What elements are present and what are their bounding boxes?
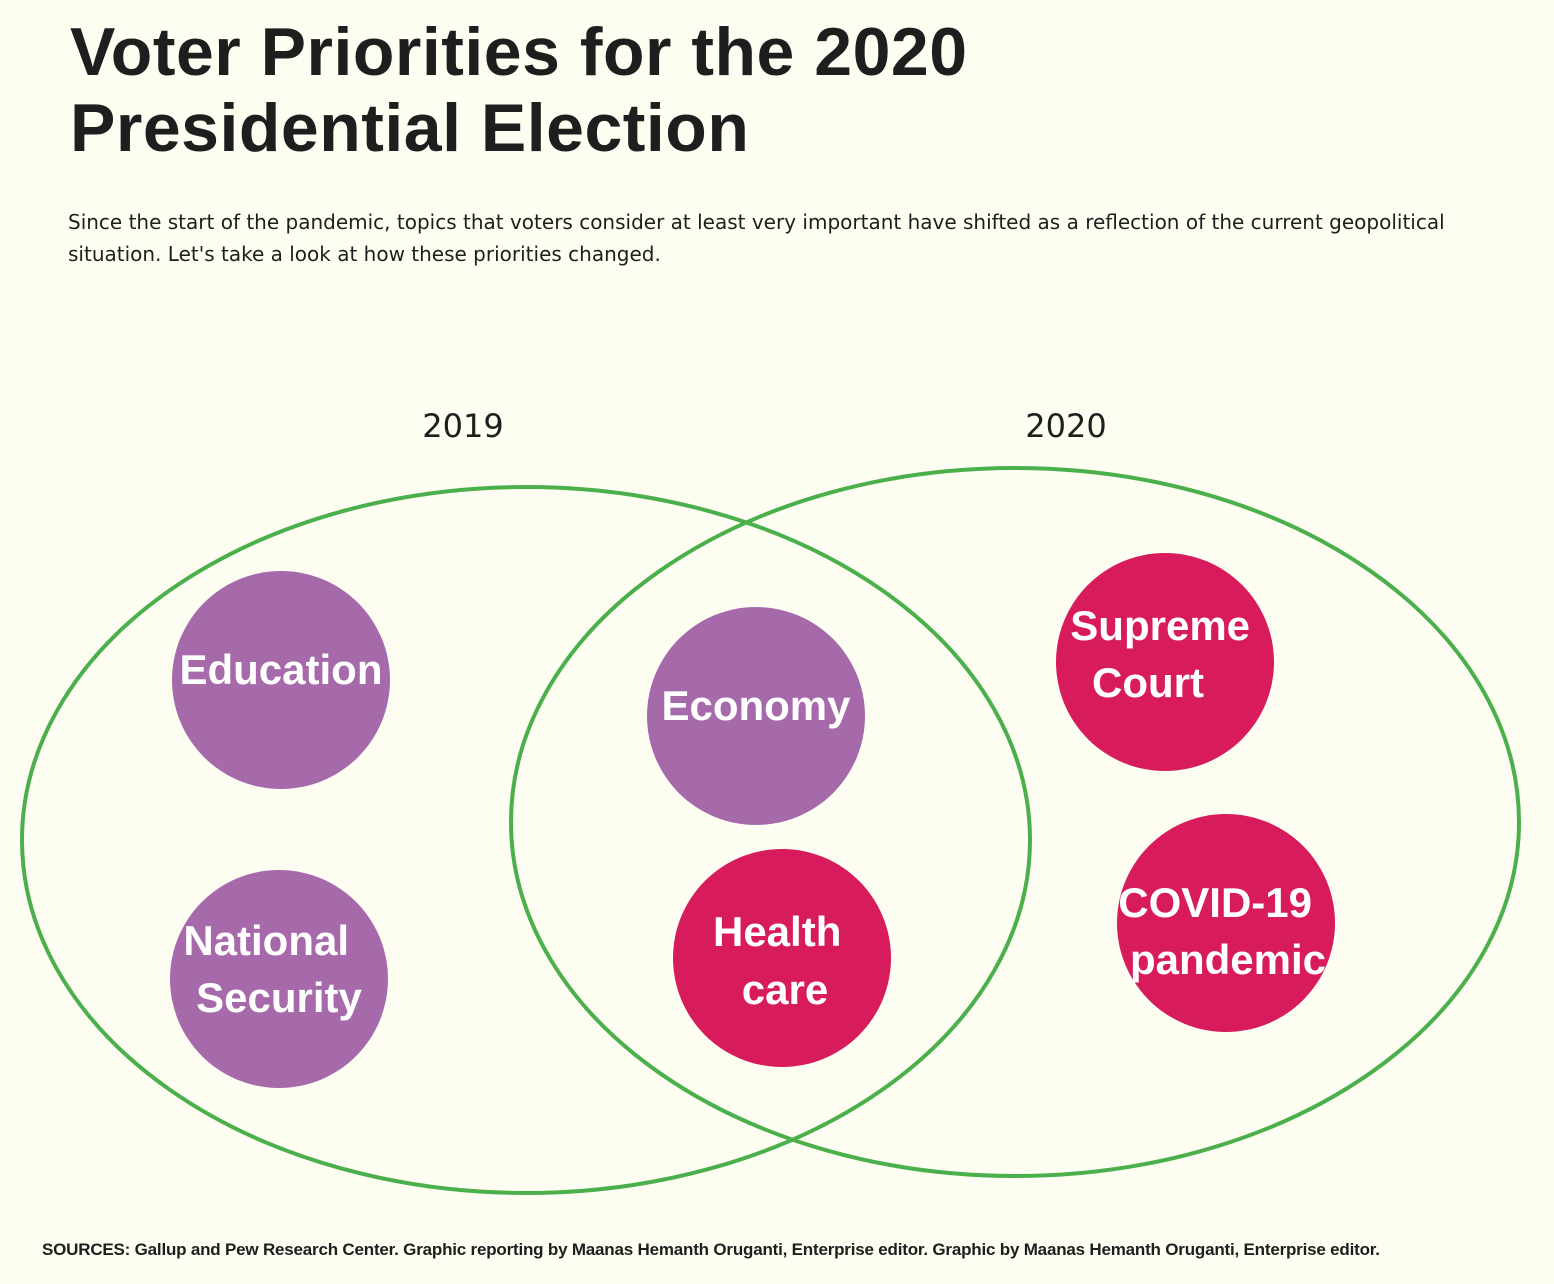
topic-bubble	[1117, 814, 1335, 1032]
topic-national-security: National Security	[170, 870, 388, 1088]
topic-label-line: Security	[196, 974, 362, 1021]
topic-bubble	[1056, 553, 1274, 771]
sources-credit: SOURCES: Gallup and Pew Research Center.…	[42, 1240, 1380, 1259]
topic-label-line: care	[742, 966, 828, 1013]
set-ring-2020	[509, 466, 1521, 1178]
topic-health-care: Health care	[673, 849, 891, 1067]
topic-label: Economy	[661, 682, 851, 729]
topic-economy: Economy	[647, 607, 865, 825]
set-label-2019: 2019	[422, 407, 503, 445]
topic-label: COVID-19 pandemic	[1118, 879, 1326, 983]
topic-label-line: National	[183, 917, 349, 964]
topic-label-line: Supreme	[1070, 602, 1250, 649]
topic-label-line: Court	[1092, 659, 1204, 706]
topic-bubble	[170, 870, 388, 1088]
topic-label-line: Health	[713, 908, 841, 955]
page-title: Voter Priorities for the 2020 Presidenti…	[70, 14, 968, 166]
topic-education: Education	[172, 571, 390, 789]
topic-bubble	[647, 607, 865, 825]
topic-label-line: pandemic	[1130, 936, 1326, 983]
subtitle: Since the start of the pandemic, topics …	[68, 210, 1445, 266]
topic-label: National Security	[183, 917, 362, 1021]
topic-label-line: Education	[179, 646, 382, 693]
topic-label: Supreme Court	[1070, 602, 1261, 706]
topic-supreme-court: Supreme Court	[1056, 553, 1274, 771]
set-label-2020: 2020	[1025, 407, 1106, 445]
topic-covid-19-pandemic: COVID-19 pandemic	[1117, 814, 1335, 1032]
topic-label-line: Economy	[661, 682, 851, 729]
set-ring-2019	[20, 485, 1032, 1195]
topic-label-line: COVID-19	[1118, 879, 1312, 926]
topic-bubble	[172, 571, 390, 789]
topic-bubble	[673, 849, 891, 1067]
topic-label: Health care	[713, 908, 853, 1013]
topic-label: Education	[179, 646, 382, 693]
